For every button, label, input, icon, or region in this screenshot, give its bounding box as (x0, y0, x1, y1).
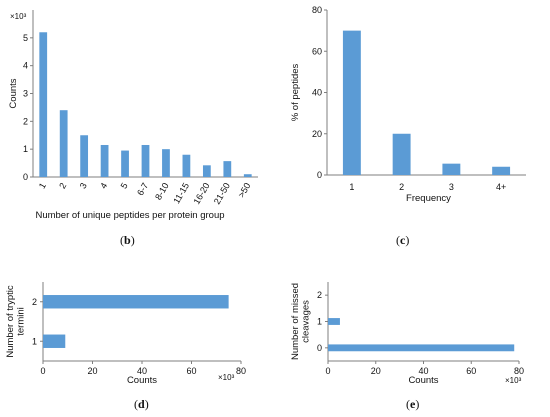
e-ylabel: Number of missedcleavages (290, 283, 311, 360)
c-bar (342, 30, 361, 175)
e-ytick-label: 0 (317, 343, 322, 353)
e-xlabel: Counts (408, 375, 438, 386)
e-multiplier: ×10³ (505, 376, 522, 385)
b-bar (182, 154, 191, 177)
b-bar (243, 174, 252, 177)
b-xlabel: Number of unique peptides per protein gr… (35, 210, 224, 221)
b-bar (223, 161, 232, 177)
d-xtick-label: 20 (87, 366, 97, 376)
panel-label-c: (c) (396, 233, 410, 247)
b-xtick-label: 1 (37, 181, 48, 190)
b-bar (121, 150, 129, 177)
b-xtick-label: 11-15 (171, 181, 191, 205)
e-ytick-label: 1 (317, 317, 322, 327)
d-xtick-label: 40 (137, 366, 147, 376)
b-ytick-label: 3 (23, 89, 28, 99)
d-ytick-label: 2 (32, 297, 37, 307)
c-xtick-label: 1 (349, 182, 354, 192)
b-bar (162, 149, 170, 177)
e-xtick-label: 0 (325, 366, 330, 376)
panel-label-d: (d) (134, 397, 149, 411)
e-xtick-label: 80 (514, 366, 524, 376)
c-ytick-label: 20 (312, 129, 322, 139)
b-bar (80, 135, 89, 177)
e-xtick-label: 20 (371, 366, 381, 376)
c-xtick-label: 3 (449, 182, 454, 192)
b-ytick-label: 1 (23, 144, 28, 154)
b-xtick-label: 2 (57, 181, 68, 190)
d-xtick-label: 80 (236, 366, 246, 376)
b-xtick-label: 5 (119, 181, 130, 190)
e-xtick-label: 40 (418, 366, 428, 376)
b-ytick-label: 2 (23, 116, 28, 126)
c-xtick-label: 4+ (496, 182, 506, 192)
d-xtick-label: 0 (40, 366, 45, 376)
d-xtick-label: 60 (186, 366, 196, 376)
panel-label-b: (b) (120, 233, 135, 247)
c-ytick-label: 60 (312, 46, 322, 56)
d-bar (43, 334, 66, 348)
b-xtick-label: 6-7 (135, 181, 150, 197)
panel-label-e: (e) (406, 397, 420, 411)
b-xtick-label: 3 (78, 181, 89, 190)
c-ytick-label: 40 (312, 88, 322, 98)
b-xtick-label: 21-50 (212, 181, 232, 206)
c-ytick-label: 80 (312, 5, 322, 15)
b-ytick-label: 0 (23, 172, 28, 182)
d-bar (43, 295, 229, 309)
e-bar (328, 344, 515, 352)
b-xtick-label: 8-10 (153, 181, 171, 202)
b-bar (39, 32, 48, 178)
c-xlabel: Frequency (406, 193, 451, 204)
c-ylabel: % of peptides (290, 63, 301, 121)
b-ylabel: Counts (8, 78, 19, 108)
e-xtick-label: 60 (466, 366, 476, 376)
b-ytick-label: 4 (23, 61, 28, 71)
d-ytick-label: 1 (32, 336, 37, 346)
e-bar (328, 318, 340, 325)
b-xtick-label: 4 (98, 181, 109, 190)
b-multiplier: ×10³ (10, 12, 27, 21)
d-xlabel: Counts (127, 375, 157, 386)
c-ytick-label: 0 (317, 170, 322, 180)
b-bar (141, 144, 150, 177)
b-bar (100, 144, 109, 177)
c-bar (392, 133, 411, 175)
c-bar (492, 166, 511, 175)
d-ylabel: Number of tryptictermini (5, 285, 26, 358)
c-bar (442, 163, 461, 175)
c-xtick-label: 2 (399, 182, 404, 192)
d-multiplier: ×10³ (218, 373, 235, 382)
b-ytick-label: 5 (23, 33, 28, 43)
b-bar (59, 110, 68, 177)
e-ytick-label: 2 (317, 290, 322, 300)
b-bar (202, 165, 211, 177)
b-xtick-label: >50 (236, 181, 252, 199)
b-xtick-label: 16-20 (191, 181, 211, 206)
